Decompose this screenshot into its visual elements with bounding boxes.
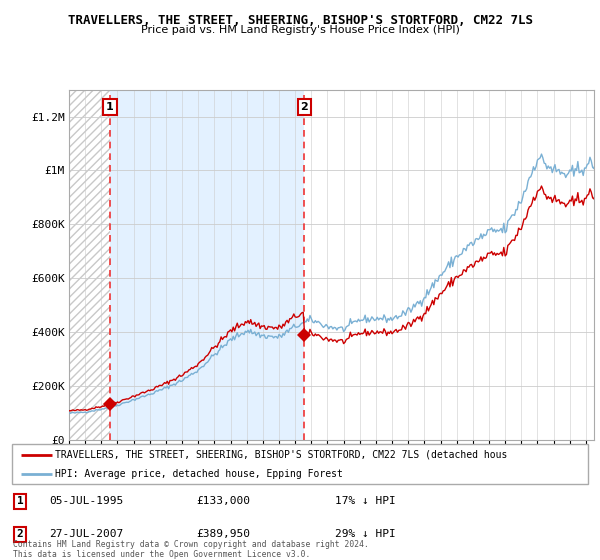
Text: TRAVELLERS, THE STREET, SHEERING, BISHOP'S STORTFORD, CM22 7LS (detached hous: TRAVELLERS, THE STREET, SHEERING, BISHOP…	[55, 450, 508, 460]
Text: 2: 2	[301, 102, 308, 112]
Text: 1: 1	[17, 496, 23, 506]
Text: 17% ↓ HPI: 17% ↓ HPI	[335, 496, 395, 506]
Text: Contains HM Land Registry data © Crown copyright and database right 2024.
This d: Contains HM Land Registry data © Crown c…	[13, 540, 369, 559]
Text: 2: 2	[17, 529, 23, 539]
Text: TRAVELLERS, THE STREET, SHEERING, BISHOP'S STORTFORD, CM22 7LS: TRAVELLERS, THE STREET, SHEERING, BISHOP…	[67, 14, 533, 27]
Text: 29% ↓ HPI: 29% ↓ HPI	[335, 529, 395, 539]
Text: Price paid vs. HM Land Registry's House Price Index (HPI): Price paid vs. HM Land Registry's House …	[140, 25, 460, 35]
Bar	[110, 90, 304, 440]
Bar	[69, 90, 110, 440]
Text: 27-JUL-2007: 27-JUL-2007	[49, 529, 124, 539]
Text: £133,000: £133,000	[196, 496, 250, 506]
Text: 05-JUL-1995: 05-JUL-1995	[49, 496, 124, 506]
Text: 1: 1	[106, 102, 114, 112]
Text: HPI: Average price, detached house, Epping Forest: HPI: Average price, detached house, Eppi…	[55, 469, 343, 479]
Bar	[304, 90, 594, 440]
FancyBboxPatch shape	[12, 444, 588, 484]
Text: £389,950: £389,950	[196, 529, 250, 539]
